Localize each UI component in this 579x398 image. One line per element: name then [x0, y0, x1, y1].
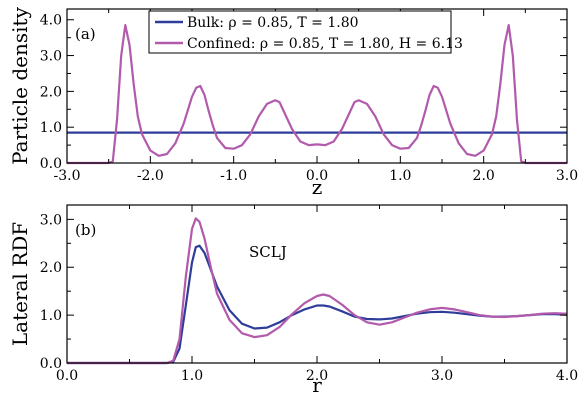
x-tick-label: -1.0 — [220, 168, 247, 184]
legend: Bulk: ρ = 0.85, T = 1.80 Confined: ρ = 0.… — [148, 10, 463, 54]
series-line-bulk — [67, 244, 568, 365]
legend-entry: Bulk: ρ = 0.85, T = 1.80 — [187, 15, 359, 31]
annotation-text: SCLJ — [249, 243, 287, 261]
x-tick-label: 0.0 — [56, 368, 78, 384]
y-axis-label: Lateral RDF — [8, 222, 32, 346]
x-tick-label: 2.0 — [306, 368, 328, 384]
series-line-confined — [67, 24, 567, 165]
legend-box — [148, 10, 452, 54]
x-tick-label: -3.0 — [54, 168, 81, 184]
x-tick-label: -2.0 — [137, 168, 164, 184]
y-tick-label: 2.0 — [40, 260, 62, 276]
x-tick-label: 1.0 — [389, 168, 411, 184]
panel-label: (b) — [75, 221, 96, 239]
y-tick-label: 0.0 — [40, 156, 62, 172]
x-tick-label: 1.0 — [181, 368, 203, 384]
x-tick-label: 0.0 — [306, 168, 328, 184]
x-axis-label: z — [312, 175, 323, 199]
panel-label: (a) — [75, 25, 96, 43]
y-tick-label: 0.0 — [40, 356, 62, 372]
series-line-confined — [67, 217, 568, 365]
x-tick-label: 3.0 — [431, 368, 453, 384]
y-tick-label: 3.0 — [40, 212, 62, 228]
y-tick-label: 2.0 — [40, 84, 62, 100]
y-tick-label: 4.0 — [40, 13, 62, 29]
panel-a: -3.0 -2.0 -1.0 0.0 1.0 2.0 3.0 0.0 1.0 2.0 3.0 4.0 z… — [8, 6, 578, 199]
y-axis-label: Particle density — [8, 6, 32, 164]
x-tick-label: 4.0 — [556, 368, 578, 384]
x-tick-label: 2.0 — [473, 168, 495, 184]
y-tick-label: 3.0 — [40, 49, 62, 65]
x-axis-label: r — [312, 373, 322, 397]
y-tick-label: 1.0 — [40, 308, 62, 324]
x-tick-label: 3.0 — [556, 168, 578, 184]
panel-b: 0.0 1.0 2.0 3.0 4.0 0.0 1.0 2.0 3.0 r Lateral RDF (… — [8, 204, 578, 397]
plot-frame — [66, 204, 568, 364]
legend-entry: Confined: ρ = 0.85, T = 1.80, H = 6.13 — [187, 36, 463, 52]
y-tick-label: 1.0 — [40, 120, 62, 136]
